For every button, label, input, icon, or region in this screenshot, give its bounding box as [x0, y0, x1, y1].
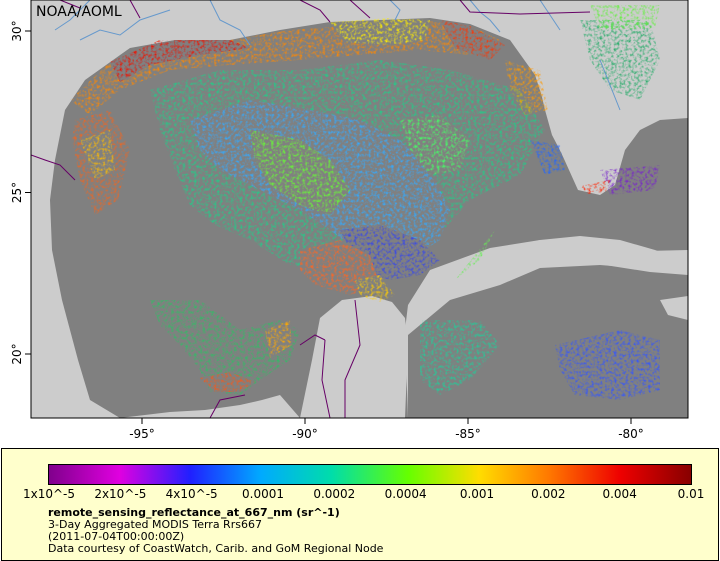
lat-tick-label-1: 25° [10, 182, 24, 203]
longitude-axis: -95° -90° -85° -80° [129, 418, 644, 441]
lat-tick-label-2: 20° [10, 343, 24, 364]
credit-label: NOAA/AOML [36, 4, 122, 20]
colorbar-label-1: 2x10^-5 [94, 487, 147, 501]
rivers [54, 0, 621, 111]
colorbar-label-2: 4x10^-5 [165, 487, 218, 501]
lat-tick-label-0: 30° [10, 20, 24, 41]
time-stamp: (2011-07-04T00:00:00Z) [48, 530, 185, 543]
colorbar-label-3: 0.0001 [242, 487, 284, 501]
coastal-high-reflectance [70, 5, 660, 215]
lon-tick-label-0: -95° [129, 427, 155, 441]
florida-land [528, 40, 620, 188]
lon-tick-label-3: -80° [618, 427, 644, 441]
colorbar-label-5: 0.0004 [384, 487, 427, 501]
colorbar [48, 464, 692, 485]
lon-tick-label-1: -90° [292, 427, 318, 441]
yucatan-land [300, 296, 408, 418]
cuba-land [465, 236, 688, 278]
hispaniola-land [660, 296, 688, 320]
political-borders [31, 0, 591, 418]
dataset-description: 3-Day Aggregated MODIS Terra Rrs667 [48, 518, 262, 531]
latitude-axis: 30° 25° 20° [10, 20, 31, 365]
colorbar-label-8: 0.004 [602, 487, 637, 501]
colorbar-label-4: 0.0002 [313, 487, 356, 501]
colorbar-label-6: 0.001 [459, 487, 495, 501]
legend-panel: 1x10^-5 2x10^-5 4x10^-5 0.0001 0.0002 0.0004 0… [1, 448, 719, 561]
data-courtesy: Data courtesy of CoastWatch, Carib. and … [48, 542, 384, 555]
lon-tick-label-2: -85° [455, 427, 481, 441]
reflectance-data-coverage [150, 20, 660, 400]
map-panel: -95° -90° -85° -80° 30° 25° 20° NOAA/AOML [10, 0, 689, 441]
colorbar-label-0: 1x10^-5 [22, 487, 76, 501]
map-frame-border [30, 0, 689, 419]
map-svg: -95° -90° -85° -80° 30° 25° 20° [10, 0, 689, 441]
colorbar-label-9: 0.01 [677, 487, 705, 501]
variable-name: remote_sensing_reflectance_at_667_nm (sr… [48, 506, 340, 519]
colorbar-label-7: 0.002 [531, 487, 566, 501]
